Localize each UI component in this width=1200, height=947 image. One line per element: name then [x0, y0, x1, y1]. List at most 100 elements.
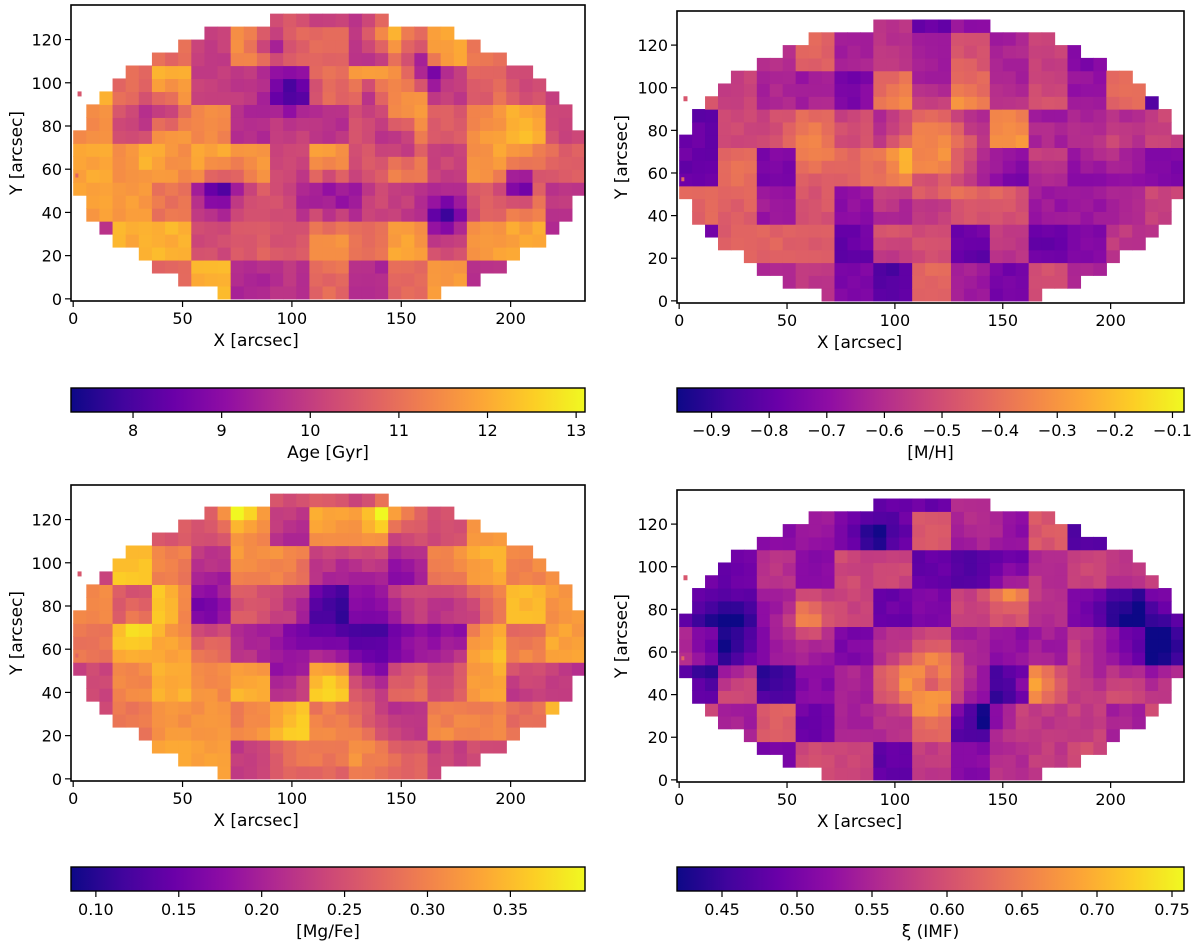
map-cell — [230, 726, 245, 741]
map-cell — [1119, 575, 1133, 589]
map-cell — [886, 109, 900, 123]
map-cell — [963, 754, 978, 768]
map-cell — [899, 690, 913, 704]
map-cell — [989, 651, 1004, 666]
map-cell — [795, 275, 810, 289]
map-cell — [270, 584, 284, 598]
map-cell — [795, 703, 810, 717]
map-cell — [125, 688, 140, 702]
map-cell — [427, 246, 442, 261]
map-cell — [795, 639, 810, 653]
map-cell — [414, 545, 429, 560]
map-cell — [1093, 198, 1107, 212]
map-cell — [1171, 664, 1184, 679]
map-cell — [165, 662, 179, 676]
map-cell — [466, 532, 481, 547]
map-cell — [256, 156, 271, 170]
map-cell — [730, 639, 745, 653]
x-tick-label: 50 — [172, 309, 192, 328]
map-cell — [963, 160, 978, 174]
map-cell — [322, 532, 337, 547]
map-cell — [230, 169, 245, 183]
map-cell — [270, 765, 284, 780]
map-cell — [256, 532, 271, 547]
map-cell — [950, 275, 965, 289]
map-cell — [1080, 70, 1094, 85]
map-cell — [348, 78, 363, 93]
map-cell — [230, 765, 245, 780]
map-cell — [309, 221, 324, 235]
map-cell — [1028, 70, 1043, 85]
map-cell — [989, 524, 1004, 538]
map-cell — [256, 208, 271, 222]
map-cell — [1041, 121, 1056, 136]
map-cell — [1145, 147, 1159, 161]
map-cell — [86, 688, 101, 702]
map-cell — [963, 121, 978, 136]
map-cell — [125, 610, 140, 624]
map-cell — [388, 52, 402, 67]
map-cell — [1028, 160, 1043, 174]
map-cell — [912, 172, 926, 187]
map-cell — [138, 169, 153, 183]
map-cell — [112, 675, 127, 689]
map-cell — [230, 130, 245, 144]
map-cell — [899, 511, 913, 525]
map-cell — [256, 182, 271, 196]
map-cell — [256, 130, 271, 144]
map-cell — [322, 143, 337, 157]
map-cell — [545, 597, 560, 611]
map-cell — [375, 506, 389, 521]
map-cell — [519, 545, 534, 560]
map-cell — [335, 519, 350, 534]
map-cell — [756, 639, 771, 653]
map-cell — [756, 549, 771, 564]
map-cell — [886, 185, 900, 200]
map-cell — [938, 715, 952, 730]
map-cell — [256, 726, 271, 741]
map-cell — [938, 121, 952, 136]
map-cell — [348, 143, 363, 157]
map-cell — [270, 169, 284, 183]
map-cell — [243, 234, 258, 248]
map-cell — [388, 519, 402, 534]
map-cell — [743, 639, 758, 653]
map-cell — [782, 549, 797, 564]
map-cell — [532, 143, 547, 157]
map-cell — [322, 156, 337, 170]
map-cell — [756, 224, 771, 238]
map-cell — [705, 600, 719, 615]
map-cell — [309, 688, 324, 702]
map-cell — [243, 714, 258, 728]
map-cell — [886, 262, 900, 276]
map-cell — [834, 134, 849, 149]
map-cell — [1093, 134, 1107, 149]
map-cell — [138, 104, 153, 118]
map-cell — [1054, 96, 1069, 110]
map-cell — [950, 511, 965, 525]
map-cell — [847, 185, 861, 200]
map-cell — [743, 664, 758, 679]
map-cell — [243, 272, 258, 287]
map-cell — [1041, 651, 1056, 666]
map-cell — [873, 185, 887, 200]
map-cell — [886, 172, 900, 187]
map-cell — [1054, 524, 1069, 538]
map-cell — [756, 690, 771, 704]
map-cell — [545, 636, 560, 650]
map-cell — [466, 623, 481, 637]
map-cell — [1028, 198, 1043, 212]
map-cell — [375, 571, 389, 585]
map-cell — [1093, 57, 1107, 72]
map-cell — [388, 532, 402, 547]
map-cell — [1106, 562, 1120, 576]
map-cell — [1054, 211, 1069, 225]
map-cell — [480, 143, 494, 157]
map-cell — [1080, 690, 1094, 704]
map-cell — [335, 285, 350, 300]
map-cell — [976, 45, 991, 59]
map-cell — [782, 741, 797, 755]
map-cell — [1080, 549, 1094, 564]
map-cell — [795, 715, 810, 730]
map-cell — [361, 597, 376, 611]
